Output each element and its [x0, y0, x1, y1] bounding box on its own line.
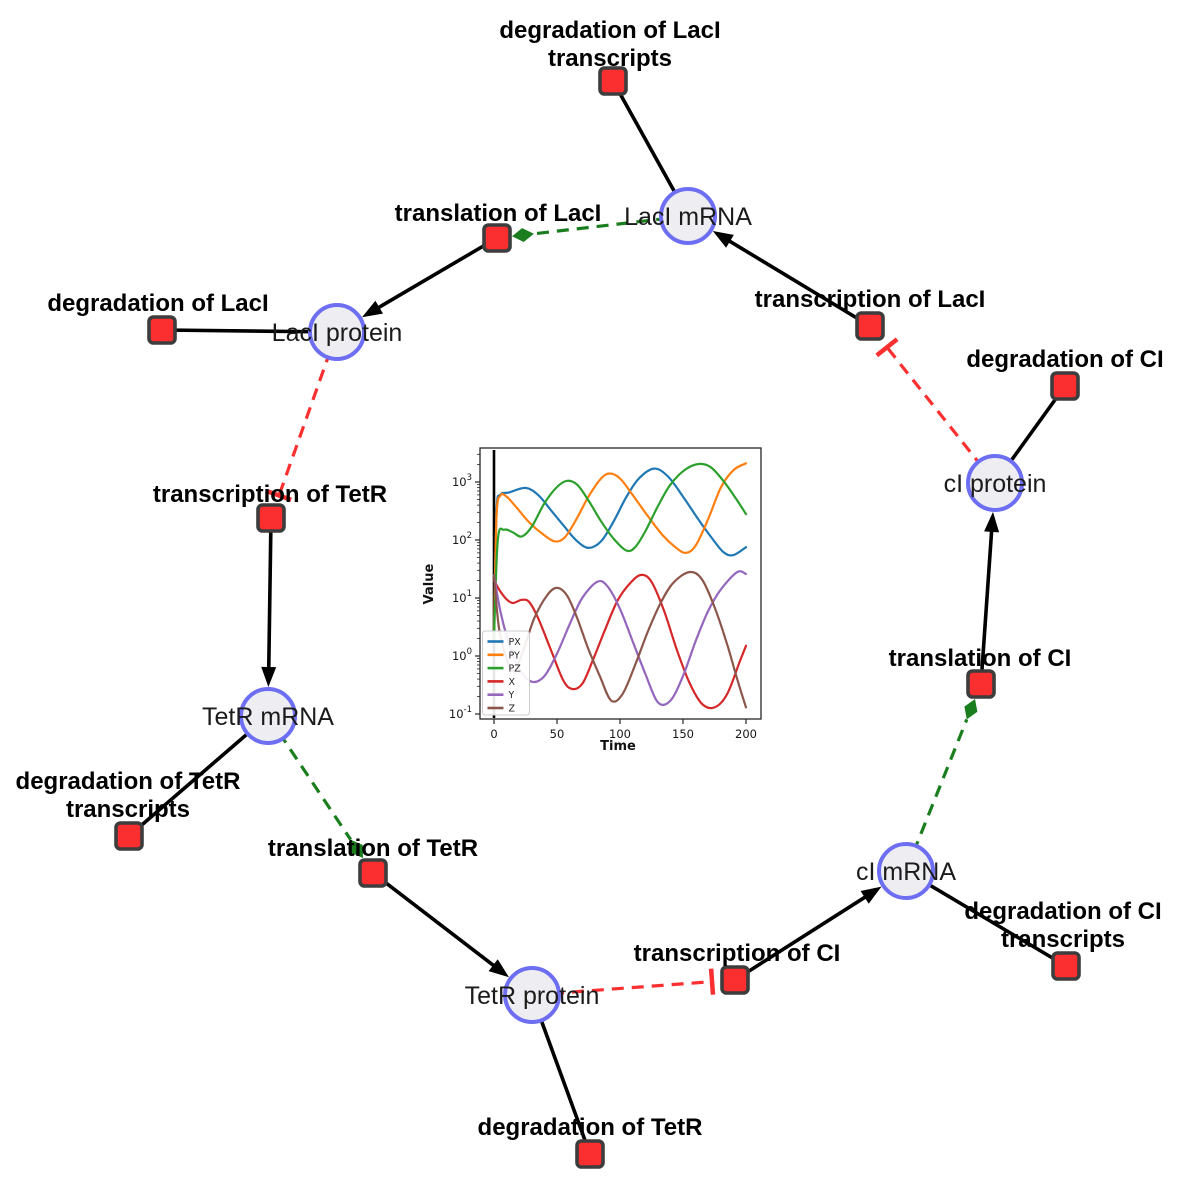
legend-label-X: X — [509, 677, 516, 688]
series-line-PZ — [492, 462, 748, 640]
x-tick-label: 0 — [490, 727, 497, 741]
species-node-ci-mrna[interactable] — [877, 842, 935, 900]
reaction-label-translation-laci: translation of LacI — [395, 200, 602, 227]
reaction-node-deg-ci-transcripts[interactable] — [1051, 951, 1081, 981]
species-label-tetr-protein: TetR protein — [465, 982, 600, 1010]
reaction-node-deg-tetr[interactable] — [575, 1139, 605, 1169]
legend-label-PY: PY — [509, 650, 521, 661]
edge-product-transcription-ci-ci-mrna — [734, 886, 882, 982]
edge-product-translation-laci-laci-protein — [362, 236, 498, 318]
reaction-node-deg-ci[interactable] — [1050, 371, 1080, 401]
labels-layer: degradation of LacItranscriptstranslatio… — [16, 17, 1164, 1141]
species-node-tetr-protein[interactable] — [503, 966, 561, 1024]
reaction-node-deg-laci-transcripts[interactable] — [598, 66, 628, 96]
reaction-node-translation-ci[interactable] — [966, 669, 996, 699]
edge-product-translation-ci-ci-protein — [979, 511, 1000, 685]
reaction-label-transcription-laci: transcription of LacI — [755, 286, 986, 313]
reaction-label-transcription-tetr: transcription of TetR — [153, 481, 387, 508]
reaction-label-deg-laci-transcripts: transcripts — [548, 45, 672, 72]
x-tick-label: 200 — [735, 727, 757, 741]
species-label-laci-mrna: LacI mRNA — [624, 203, 752, 231]
reaction-node-transcription-laci[interactable] — [855, 311, 885, 341]
reaction-label-deg-tetr-transcripts: transcripts — [66, 796, 190, 823]
legend-label-PZ: PZ — [509, 664, 522, 675]
reaction-label-deg-laci-transcripts: degradation of LacI — [499, 17, 720, 44]
species-label-tetr-mrna: TetR mRNA — [202, 703, 334, 731]
reaction-label-translation-tetr: translation of TetR — [268, 835, 478, 862]
chart-ylabel: Value — [422, 563, 437, 604]
reaction-label-deg-laci: degradation of LacI — [47, 290, 268, 317]
edge-reactant-laci-protein-deg-laci — [161, 328, 338, 334]
reaction-node-translation-tetr[interactable] — [358, 858, 388, 888]
chart-xlabel: Time — [600, 739, 636, 754]
edge-product-transcription-laci-laci-mrna — [712, 231, 871, 328]
x-tick-label: 50 — [550, 727, 565, 741]
reaction-node-transcription-ci[interactable] — [720, 965, 750, 995]
reaction-label-transcription-ci: transcription of CI — [634, 940, 841, 967]
reaction-label-deg-ci-transcripts: degradation of CI — [964, 898, 1161, 925]
series-line-X — [492, 573, 748, 710]
legend-label-PX: PX — [509, 637, 522, 648]
reaction-label-deg-tetr: degradation of TetR — [478, 1114, 703, 1141]
species-label-ci-mrna: cI mRNA — [856, 858, 956, 886]
series-line-PX — [492, 467, 748, 640]
reaction-node-transcription-tetr[interactable] — [256, 503, 286, 533]
species-node-laci-protein[interactable] — [308, 303, 366, 361]
species-node-tetr-mrna[interactable] — [239, 687, 297, 745]
reaction-label-deg-ci: degradation of CI — [966, 346, 1163, 373]
reaction-label-deg-ci-transcripts: transcripts — [1001, 926, 1125, 953]
edge-reactant-ci-mrna-deg-ci-transcripts — [905, 869, 1067, 968]
reaction-label-translation-ci: translation of CI — [889, 645, 1072, 672]
x-tick-label: 150 — [672, 727, 694, 741]
edge-reactant-tetr-mrna-deg-tetr-transcripts — [127, 714, 270, 838]
reaction-node-translation-laci[interactable] — [482, 223, 512, 253]
series-line-PY — [492, 462, 748, 640]
edge-inhibition-tetr-protein-transcription-ci — [531, 968, 716, 997]
species-label-ci-protein: cI protein — [944, 470, 1047, 498]
edge-product-transcription-tetr-tetr-mrna — [261, 517, 277, 687]
legend-label-Z: Z — [509, 704, 516, 715]
x-tick-label: 100 — [609, 727, 631, 741]
reaction-node-deg-laci[interactable] — [147, 315, 177, 345]
species-node-laci-mrna[interactable] — [659, 187, 717, 245]
chart-legend: PX PY PZ XYZ — [482, 630, 530, 716]
species-label-laci-protein: LacI protein — [272, 319, 403, 347]
reaction-node-deg-tetr-transcripts[interactable] — [114, 821, 144, 851]
reaction-label-deg-tetr-transcripts: degradation of TetR — [16, 768, 241, 795]
species-node-ci-protein[interactable] — [966, 454, 1024, 512]
nodes-layer — [114, 66, 1081, 1169]
edge-product-translation-tetr-tetr-protein — [371, 871, 509, 978]
legend-label-Y: Y — [508, 690, 515, 701]
